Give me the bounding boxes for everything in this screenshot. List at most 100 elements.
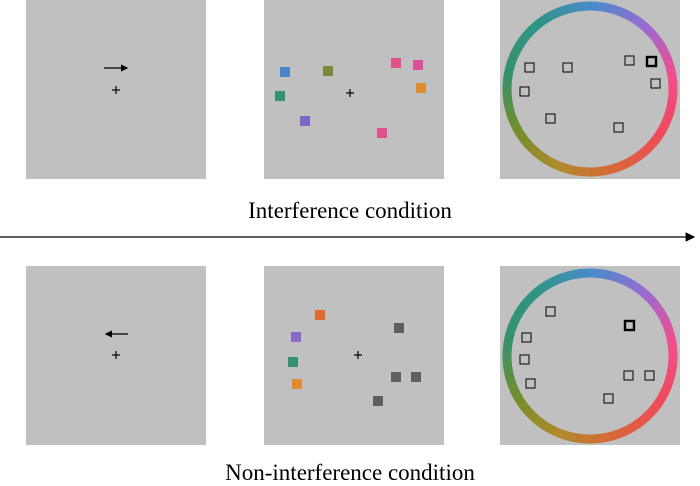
- color-wheel-segment: [661, 124, 665, 131]
- probed-location-square: [625, 321, 634, 330]
- memory-item-square: [315, 310, 325, 320]
- color-wheel-segment: [662, 48, 666, 55]
- color-wheel-segment: [531, 292, 537, 298]
- color-wheel-segment: [562, 276, 570, 278]
- color-wheel-segment: [672, 363, 673, 371]
- color-wheel-segment: [510, 109, 512, 117]
- color-wheel-segment: [632, 284, 639, 289]
- color-wheel-segment: [518, 41, 523, 48]
- location-placeholder-square: [546, 114, 555, 123]
- color-wheel-segment: [618, 278, 626, 281]
- color-wheel-interference: [507, 6, 673, 172]
- color-wheel-segment: [542, 284, 549, 288]
- color-wheel-segment: [596, 171, 604, 172]
- location-placeholder-square: [614, 123, 623, 132]
- color-wheel-segment: [548, 160, 555, 164]
- color-wheel-segment: [549, 280, 556, 284]
- location-placeholder-square: [604, 394, 613, 403]
- color-wheel-segment: [508, 369, 510, 377]
- fixation-cross-memory-non-interference: [354, 351, 362, 359]
- fixation-cross-cue-interference: [112, 86, 120, 94]
- color-wheel-segment: [514, 390, 518, 397]
- color-wheel-segment: [596, 438, 604, 439]
- color-wheel-segment: [576, 6, 584, 7]
- color-wheel-segment: [567, 436, 575, 438]
- color-wheel-segment: [512, 320, 515, 328]
- color-wheel-segment: [522, 302, 527, 309]
- color-wheel-segment: [643, 25, 649, 31]
- color-wheel-segment: [648, 142, 654, 148]
- memory-item-square: [377, 128, 387, 138]
- memory-item-square: [373, 396, 383, 406]
- memory-item-square: [288, 357, 298, 367]
- color-wheel-segment: [649, 30, 655, 36]
- color-wheel-segment: [631, 424, 638, 428]
- color-wheel-segment: [515, 47, 519, 54]
- color-wheel-segment: [658, 41, 662, 48]
- color-wheel-segment: [643, 292, 649, 298]
- memory-item-square: [300, 116, 310, 126]
- color-wheel-segment: [653, 137, 658, 144]
- color-wheel-segment: [508, 102, 510, 110]
- memory-item-square: [391, 58, 401, 68]
- color-wheel-segment: [611, 9, 619, 12]
- memory-item-square: [280, 67, 290, 77]
- color-wheel-segment: [512, 53, 515, 61]
- location-placeholder-square: [645, 371, 654, 380]
- location-placeholder-square: [625, 56, 634, 65]
- color-wheel-segment: [632, 17, 639, 22]
- memory-item-square: [394, 323, 404, 333]
- color-wheel-segment: [514, 123, 518, 130]
- color-wheel-segment: [510, 60, 513, 68]
- color-wheel-segment: [521, 136, 526, 143]
- color-wheel-segment: [610, 167, 618, 169]
- color-wheel-segment: [537, 287, 544, 292]
- color-wheel-segment: [531, 25, 537, 31]
- color-wheel-segment: [526, 409, 532, 415]
- location-placeholder-square: [522, 333, 531, 342]
- location-placeholder-square: [624, 371, 633, 380]
- location-placeholder-square: [526, 379, 535, 388]
- memory-item-square: [411, 372, 421, 382]
- color-wheel-segment: [643, 415, 649, 421]
- location-placeholder-square: [520, 87, 529, 96]
- color-wheel-segment: [665, 384, 668, 392]
- color-wheel-segment: [537, 20, 544, 25]
- color-wheel-segment: [507, 362, 508, 370]
- color-wheel-segment: [604, 274, 612, 276]
- color-wheel-segment: [603, 436, 611, 438]
- color-wheel-segment: [665, 321, 668, 329]
- color-wheel-segment: [668, 328, 670, 336]
- location-placeholder-square: [520, 355, 529, 364]
- color-wheel-segment: [561, 434, 569, 437]
- fixation-cross-memory-interference: [346, 89, 354, 97]
- color-wheel-segment: [567, 169, 575, 171]
- color-wheel-segment: [507, 74, 508, 82]
- color-wheel-segment: [670, 103, 672, 111]
- color-wheel-segment: [512, 116, 515, 124]
- fixation-cross-cue-non-interference: [112, 351, 120, 359]
- color-wheel-segment: [508, 333, 510, 341]
- memory-item-square: [291, 332, 301, 342]
- color-wheel-segment: [562, 9, 570, 11]
- color-wheel-segment: [597, 273, 605, 274]
- color-wheel-segment: [603, 169, 611, 171]
- color-wheel-segment: [658, 308, 662, 315]
- color-wheel-segment: [604, 7, 612, 9]
- location-placeholder-square: [651, 79, 660, 88]
- color-wheel-segment: [665, 117, 668, 125]
- color-wheel-segment: [654, 303, 659, 310]
- color-wheel-segment: [518, 130, 522, 137]
- color-wheel-segment: [672, 342, 673, 350]
- color-wheel-segment: [617, 431, 625, 434]
- color-wheel-segment: [670, 68, 672, 76]
- color-wheel-segment: [531, 414, 537, 420]
- color-wheel-segment: [526, 30, 532, 36]
- color-wheel-segment: [508, 66, 510, 74]
- color-wheel-segment: [521, 403, 526, 410]
- color-wheel-segment: [668, 61, 670, 69]
- color-wheel-segment: [515, 314, 519, 321]
- location-placeholder-square: [525, 63, 534, 72]
- color-wheel-segment: [661, 391, 665, 398]
- memory-item-square: [323, 66, 333, 76]
